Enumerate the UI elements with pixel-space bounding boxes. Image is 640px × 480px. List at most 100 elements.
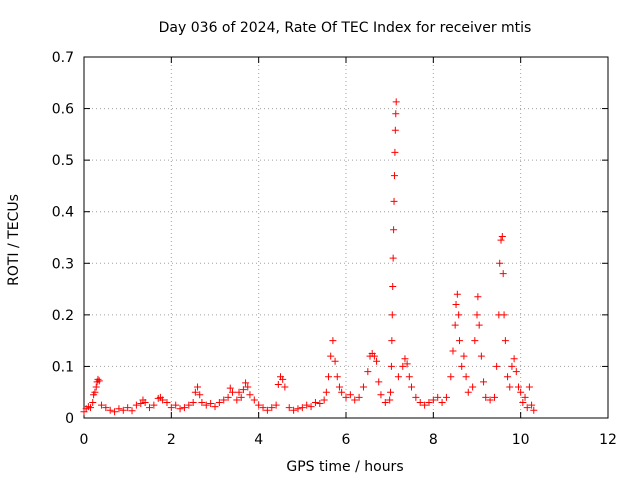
x-tick-label: 8 [429,432,438,448]
data-point [233,396,241,404]
data-point [338,388,346,396]
data-point [220,396,228,404]
data-point [471,337,479,345]
data-point [519,399,527,407]
y-tick-label: 0.3 [52,256,74,272]
y-tick-label: 0.4 [52,205,74,221]
data-point [250,396,258,404]
data-point [469,383,477,391]
data-point [510,355,518,363]
data-point [119,406,127,414]
data-point [92,383,100,391]
data-point [394,373,402,381]
data-point [405,373,413,381]
data-point [392,110,400,118]
data-point [111,408,119,416]
data-point [285,404,293,412]
data-point [298,404,306,412]
y-tick-label: 0 [65,411,74,427]
data-point [477,352,485,360]
data-point [239,386,247,394]
data-point [196,391,204,399]
data-point [451,321,459,329]
data-point [370,352,378,360]
data-point [373,357,381,365]
data-point [274,380,282,388]
data-point [501,337,509,345]
data-point [452,301,460,309]
y-tick-label: 0.6 [52,102,74,118]
data-point [207,400,215,408]
data-point [388,311,396,319]
data-point [387,362,395,370]
data-point [294,405,302,413]
data-point [381,399,389,407]
x-axis-label: GPS time / hours [286,459,403,475]
data-point [387,388,395,396]
data-point [176,405,184,413]
data-point [263,406,271,414]
data-points [80,98,538,416]
data-point [242,379,250,387]
data-point [281,383,289,391]
data-point [523,404,531,412]
data-point [163,399,171,407]
data-point [198,399,206,407]
data-point [359,383,367,391]
data-point [504,373,512,381]
data-point [496,259,504,267]
data-point [482,393,490,401]
y-tick-label: 0.5 [52,153,74,169]
data-point [399,362,407,370]
data-point [124,404,132,412]
data-point [506,383,514,391]
data-point [438,399,446,407]
data-point [473,311,481,319]
data-point [493,362,501,370]
data-point [530,406,538,414]
data-point [279,375,287,383]
data-point [521,393,529,401]
x-axis-ticks: 0 2 4 6 8 10 12 [80,57,617,448]
data-point [91,388,99,396]
data-point [456,337,464,345]
data-point [335,383,343,391]
data-point [180,404,188,412]
data-point [355,393,363,401]
data-point [412,393,420,401]
data-point [228,388,236,396]
data-point [325,373,333,381]
data-point [390,226,398,234]
data-point [150,401,158,409]
data-point [458,362,466,370]
data-point [416,399,424,407]
data-point [460,352,468,360]
data-point [403,360,411,368]
data-point [226,384,234,392]
data-point [255,401,263,409]
data-point [389,282,397,290]
data-point [211,403,219,411]
y-axis-label: ROTI / TECUs [6,194,22,286]
data-point [94,375,102,383]
data-point [268,404,276,412]
data-point [342,393,350,401]
data-point [89,399,97,407]
y-tick-label: 0.7 [52,50,74,66]
data-point [490,393,498,401]
data-point [327,352,335,360]
x-tick-label: 12 [599,432,617,448]
data-point [97,401,105,409]
x-tick-label: 2 [167,432,176,448]
data-point [390,172,398,180]
data-point [224,393,232,401]
data-point [434,393,442,401]
data-point [329,337,337,345]
data-point [159,396,167,404]
data-point [185,401,193,409]
data-point [320,396,328,404]
data-point [244,383,252,391]
data-point [447,373,455,381]
chart-title: Day 036 of 2024, Rate Of TEC Index for r… [159,20,532,36]
data-point [442,393,450,401]
